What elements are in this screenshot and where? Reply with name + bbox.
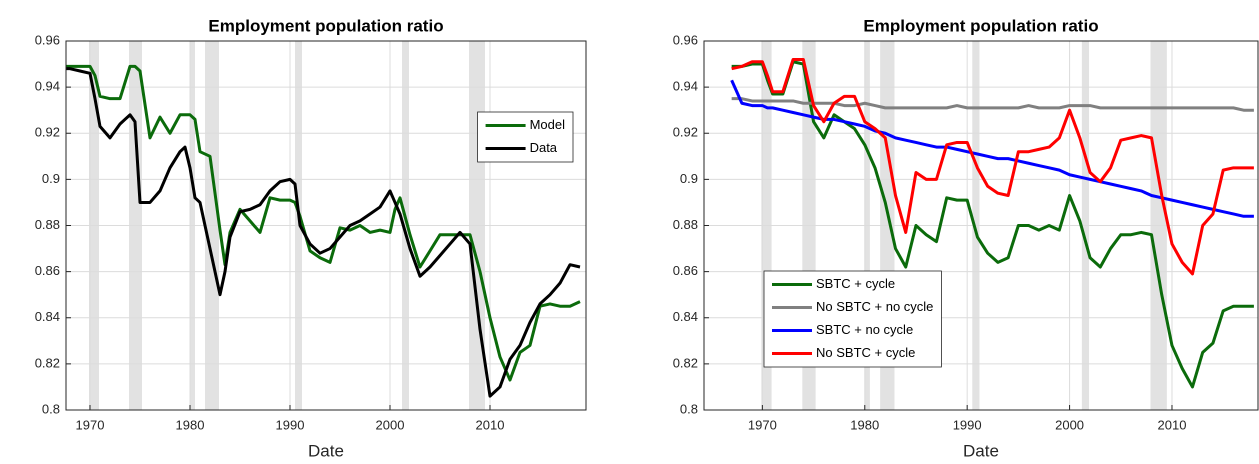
x-tick-label: 2010 xyxy=(1158,417,1187,432)
y-tick-label: 0.8 xyxy=(680,401,698,416)
x-tick-label: 2000 xyxy=(1055,417,1084,432)
x-tick-label: 2010 xyxy=(476,417,505,432)
y-tick-label: 0.94 xyxy=(35,79,60,94)
x-tick-label: 1990 xyxy=(276,417,305,432)
y-tick-label: 0.96 xyxy=(673,32,698,47)
x-tick-label: 2000 xyxy=(376,417,405,432)
y-tick-label: 0.9 xyxy=(42,171,60,186)
chart-title: Employment population ratio xyxy=(863,16,1098,35)
y-tick-label: 0.8 xyxy=(42,401,60,416)
chart-title: Employment population ratio xyxy=(208,16,443,35)
legend-label: SBTC + cycle xyxy=(816,276,895,291)
y-tick-label: 0.96 xyxy=(35,32,60,47)
y-tick-label: 0.84 xyxy=(35,309,60,324)
x-tick-label: 1980 xyxy=(850,417,879,432)
x-axis-label: Date xyxy=(308,441,344,460)
y-tick-label: 0.86 xyxy=(35,263,60,278)
x-tick-label: 1970 xyxy=(76,417,105,432)
y-tick-label: 0.88 xyxy=(673,217,698,232)
y-tick-label: 0.88 xyxy=(35,217,60,232)
y-tick-label: 0.92 xyxy=(673,125,698,140)
legend-label: Data xyxy=(530,140,558,155)
legend-label: Model xyxy=(530,117,566,132)
x-tick-label: 1990 xyxy=(953,417,982,432)
legend: SBTC + cycle No SBTC + no cycle SBTC + no … xyxy=(763,270,942,368)
series-line xyxy=(731,57,1254,276)
y-tick-label: 0.82 xyxy=(35,355,60,370)
axes-box xyxy=(65,40,587,411)
y-tick-label: 0.86 xyxy=(673,263,698,278)
y-tick-label: 0.82 xyxy=(673,355,698,370)
legend-box xyxy=(763,270,942,368)
legend-box xyxy=(477,111,574,163)
subplot: 0.8 0.82 0.84 0.86 0.88 0.9 0.92 0.94 0.96 1970 19… xyxy=(673,16,1259,460)
y-tick-label: 0.9 xyxy=(680,171,698,186)
series-line xyxy=(731,97,1254,112)
y-tick-label: 0.94 xyxy=(673,79,698,94)
axes-box xyxy=(703,40,1259,411)
legend-label: No SBTC + cycle xyxy=(816,345,915,360)
y-tick-label: 0.84 xyxy=(673,309,698,324)
legend-label: SBTC + no cycle xyxy=(816,322,913,337)
legend: Model Data xyxy=(477,111,574,163)
series-line xyxy=(730,79,1254,218)
x-axis-label: Date xyxy=(963,441,999,460)
legend-label: No SBTC + no cycle xyxy=(816,299,933,314)
subplot: 0.8 0.82 0.84 0.86 0.88 0.9 0.92 0.94 0.96 1970 19… xyxy=(35,16,587,460)
y-tick-label: 0.92 xyxy=(35,125,60,140)
x-tick-label: 1970 xyxy=(748,417,777,432)
x-tick-label: 1980 xyxy=(176,417,205,432)
series-line xyxy=(66,67,581,398)
